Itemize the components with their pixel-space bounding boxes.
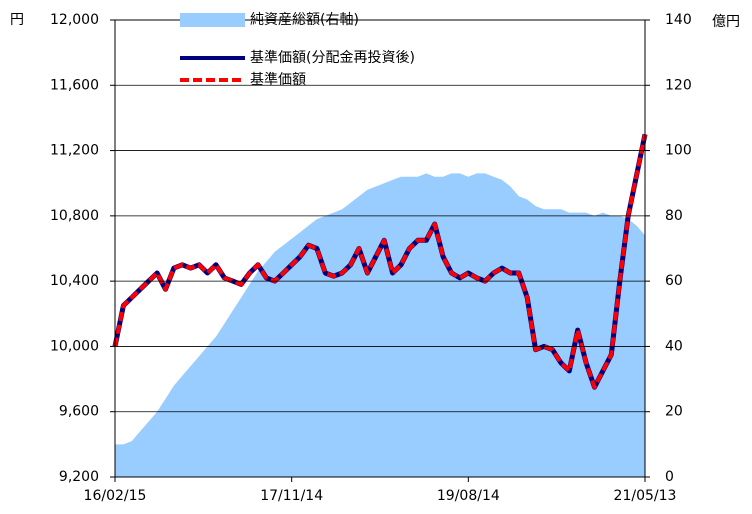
y2-tick-label: 40: [665, 338, 683, 354]
x-tick-label: 17/11/14: [260, 488, 323, 504]
plot-frame: [114, 19, 646, 478]
legend-label: 純資産総額(右軸): [250, 12, 359, 28]
y-tick-label: 9,200: [59, 469, 99, 485]
y-tick-label: 12,000: [50, 12, 99, 28]
y2-tick-label: 80: [665, 208, 683, 224]
legend-label: 基準価額: [250, 71, 306, 88]
legend-label: 基準価額(分配金再投資後): [250, 49, 415, 66]
x-tick-label: 16/02/15: [84, 488, 147, 504]
y2-tick-label: 140: [665, 12, 692, 28]
y2-axis-label: 億円: [712, 14, 740, 30]
y-tick-label: 10,400: [50, 273, 99, 289]
y-tick-label: 11,600: [50, 77, 99, 93]
y-tick-label: 10,800: [50, 208, 99, 224]
y2-tick-label: 100: [665, 143, 692, 159]
y-tick-label: 10,000: [50, 338, 99, 354]
line: [113, 133, 647, 390]
x-tick-label: 19/08/14: [437, 488, 500, 504]
y-tick-label: 11,200: [50, 143, 99, 159]
y2-tick-label: 120: [665, 77, 692, 93]
legend-swatch: [180, 13, 245, 27]
x-tick-label: 21/05/13: [614, 488, 677, 504]
y2-tick-label: 60: [665, 273, 683, 289]
y-axis-label: 円: [10, 12, 24, 28]
y2-tick-label: 0: [665, 469, 674, 485]
y-tick-label: 9,600: [59, 404, 99, 420]
area: [115, 173, 645, 477]
y2-tick-label: 20: [665, 404, 683, 420]
